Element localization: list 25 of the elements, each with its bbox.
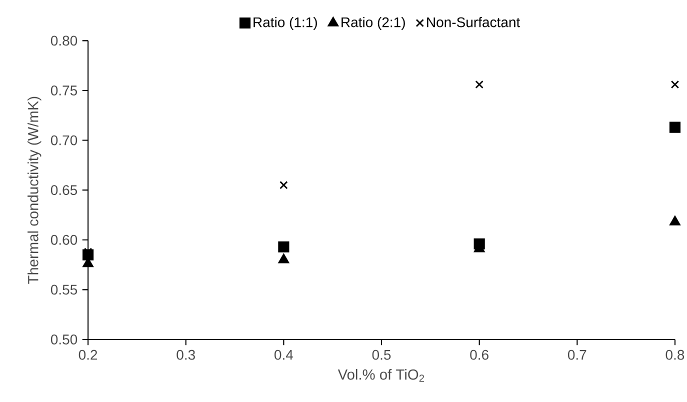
legend-label: Ratio (1:1) xyxy=(254,16,317,30)
x-axis-title: Vol.% of TiO$_{2}$ xyxy=(338,368,424,382)
point xyxy=(280,180,288,190)
y-tick-label: 0.70 xyxy=(50,135,78,146)
point xyxy=(278,254,290,264)
x-tick-label: 0.8 xyxy=(666,350,684,360)
point xyxy=(475,80,484,89)
point xyxy=(278,241,290,252)
point xyxy=(670,80,680,89)
y-tick-label: 0.50 xyxy=(50,334,78,344)
legend-label: Non-Surfactant xyxy=(427,16,520,28)
y-tick-label: 0.60 xyxy=(50,234,78,245)
x-tick-label: 0.3 xyxy=(176,350,195,360)
y-tick-label: 0.80 xyxy=(50,36,78,46)
y-tick-label: 0.75 xyxy=(50,85,78,96)
legend-label: Ratio (2:1) xyxy=(342,16,405,30)
x-tick-label: 0.6 xyxy=(470,350,488,360)
x-tick-label: 0.2 xyxy=(78,350,98,360)
x-tick-label: 0.7 xyxy=(568,350,586,360)
y-tick-label: 0.55 xyxy=(50,284,78,295)
point xyxy=(669,122,681,133)
x-tick-label: 0.5 xyxy=(372,350,391,360)
y-tick-label: 0.65 xyxy=(50,185,78,195)
x-tick-label: 0.4 xyxy=(274,350,293,360)
y-axis-title: Thermal conductivity (W/mK) xyxy=(28,96,42,284)
